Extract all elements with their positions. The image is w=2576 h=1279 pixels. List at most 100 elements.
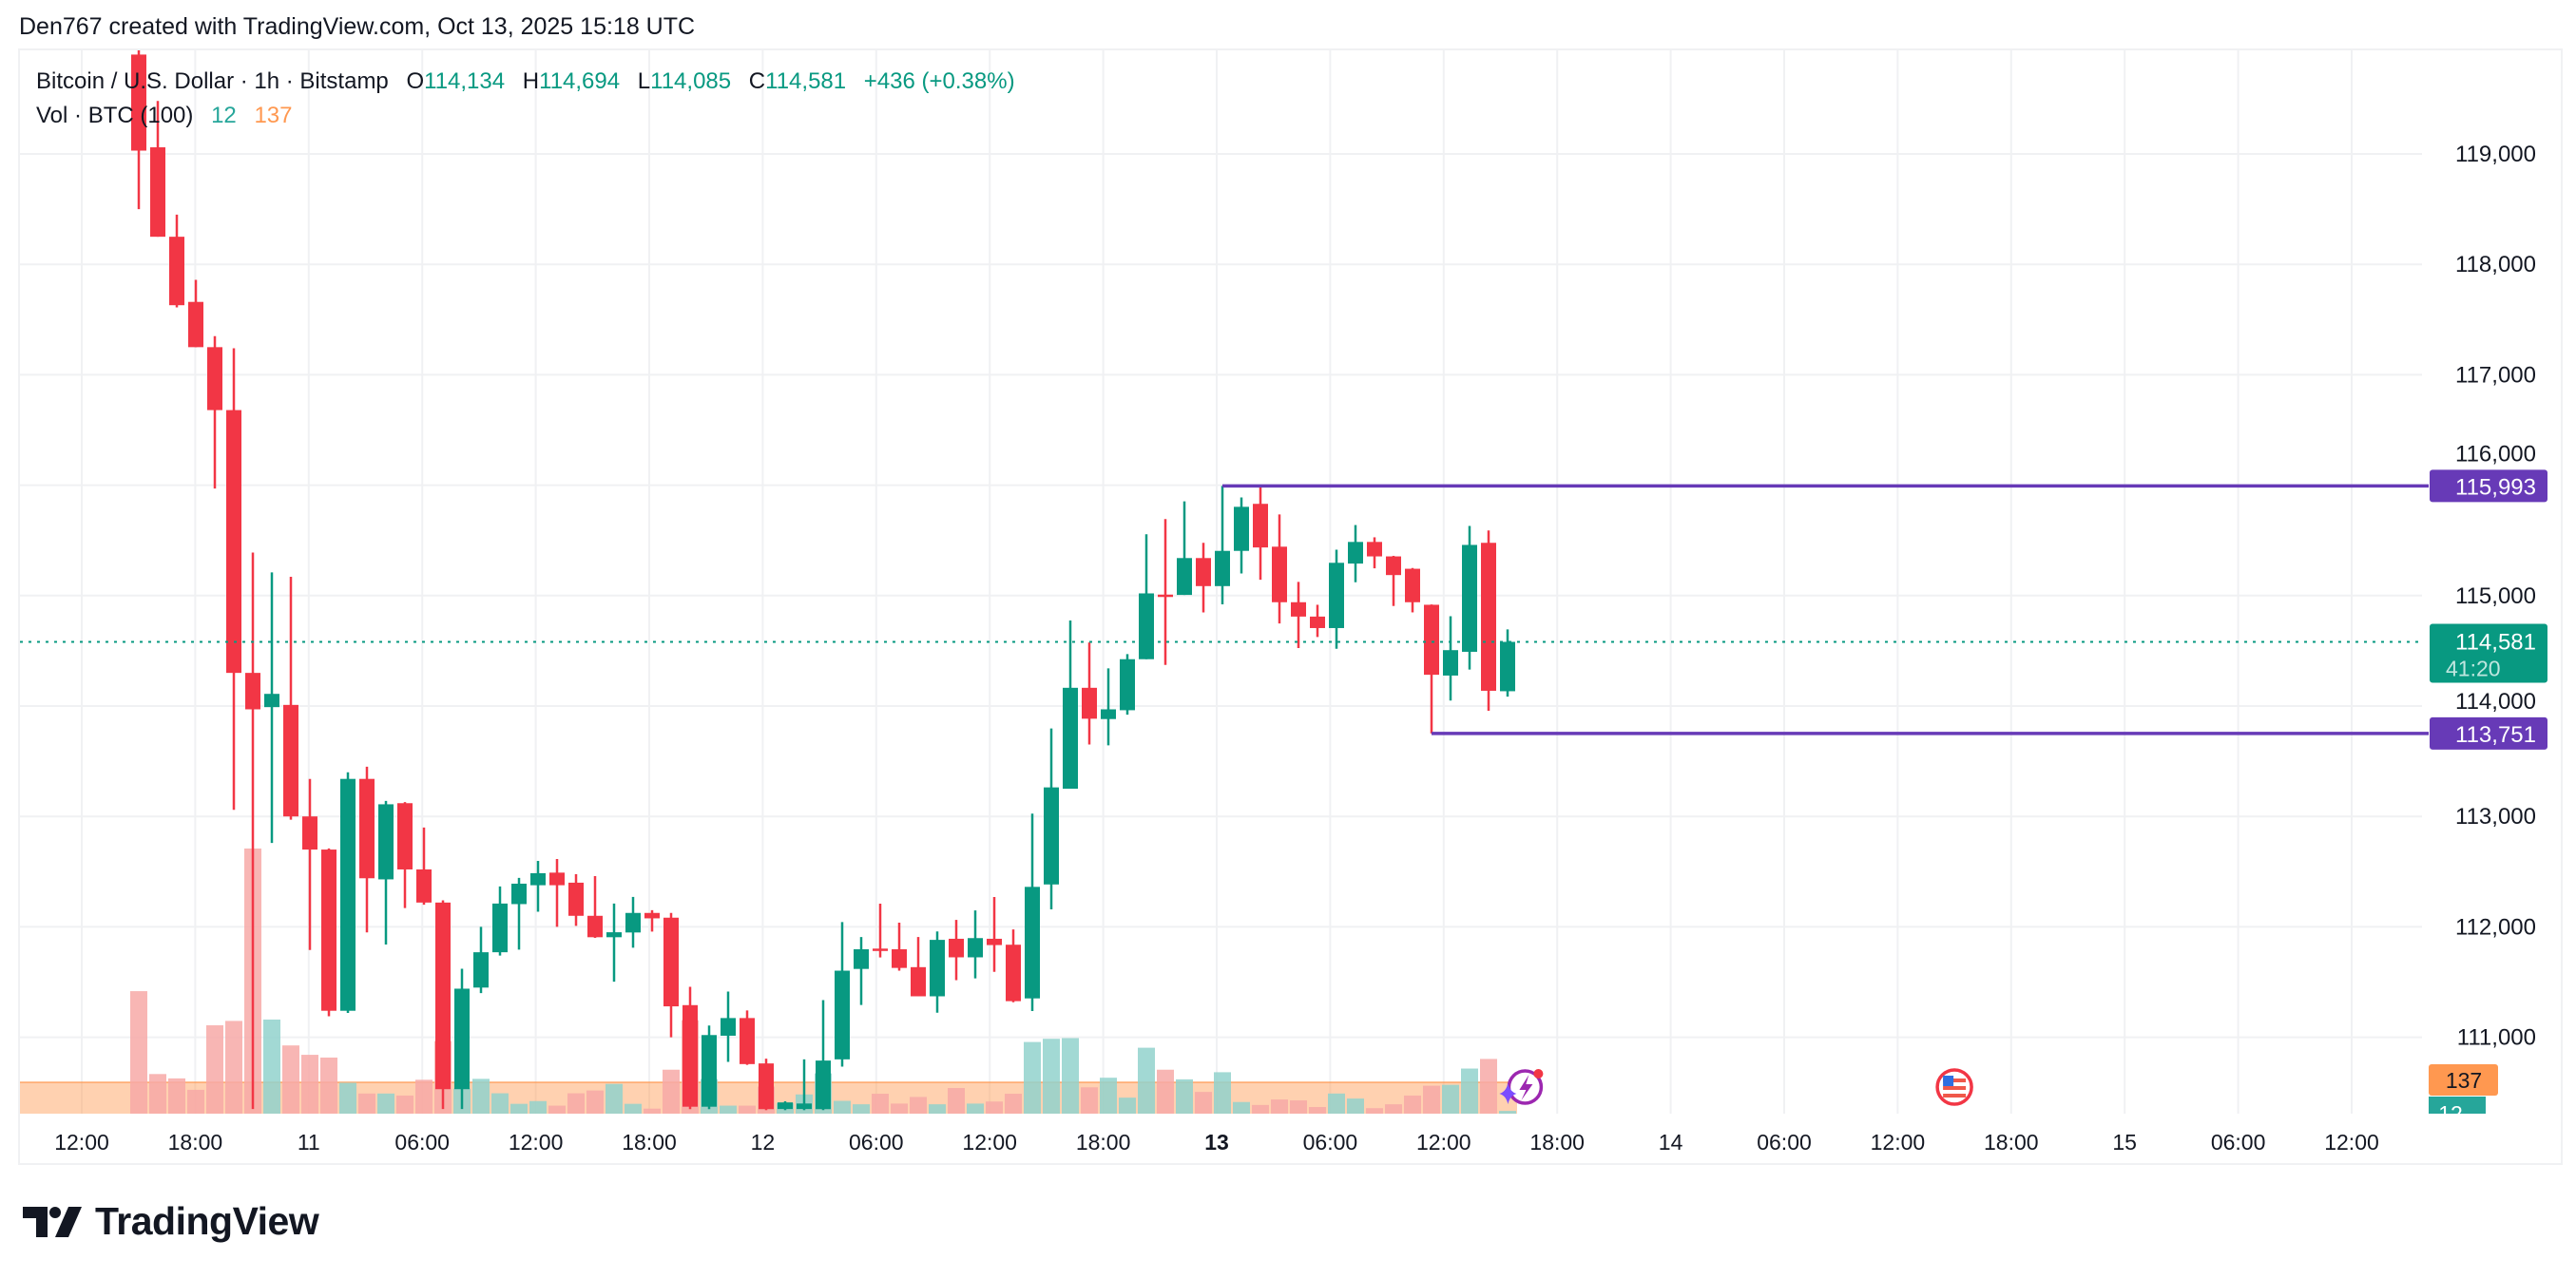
candle[interactable]	[359, 766, 375, 933]
candle[interactable]	[549, 859, 565, 927]
candle[interactable]	[1291, 582, 1306, 648]
candle[interactable]	[226, 348, 241, 811]
candle[interactable]	[1462, 525, 1477, 670]
candle[interactable]	[1234, 497, 1249, 574]
candle[interactable]	[740, 1010, 755, 1065]
volume-last-badge-group: 12	[2429, 1097, 2486, 1126]
price-axis[interactable]: 111,000 112,000 113,000 114,000 115,000 116,0…	[2429, 142, 2547, 1126]
candle[interactable]	[797, 1059, 812, 1111]
candle[interactable]	[568, 873, 584, 926]
candle[interactable]	[835, 922, 850, 1067]
candle[interactable]	[473, 926, 489, 994]
candle[interactable]	[587, 875, 603, 939]
candle[interactable]	[1386, 555, 1401, 606]
candle[interactable]	[1253, 486, 1268, 581]
candle[interactable]	[397, 802, 413, 908]
candle[interactable]	[530, 861, 546, 912]
candle[interactable]	[245, 552, 260, 1110]
candle[interactable]	[930, 931, 945, 1013]
us-flag-event-icon[interactable]	[1935, 1068, 1973, 1106]
candle[interactable]	[1006, 929, 1021, 1002]
volume-bar	[1119, 1098, 1136, 1114]
candle[interactable]	[1082, 642, 1097, 745]
candle[interactable]	[721, 991, 736, 1062]
candle[interactable]	[854, 937, 869, 1005]
candle[interactable]	[1329, 549, 1344, 649]
candle[interactable]	[778, 1100, 793, 1111]
candle[interactable]	[492, 886, 508, 956]
symbol-label[interactable]: Bitcoin / U.S. Dollar · 1h · Bitstamp	[36, 68, 389, 94]
candle[interactable]	[378, 800, 394, 945]
candle[interactable]	[1196, 543, 1211, 613]
lightning-event-icon[interactable]	[1499, 1069, 1544, 1105]
candle[interactable]	[302, 778, 317, 950]
volume-bar	[739, 1105, 756, 1114]
candle[interactable]	[131, 32, 146, 210]
time-tick-label: 12:00	[1416, 1130, 1471, 1155]
volume-bar	[1043, 1039, 1060, 1114]
candle[interactable]	[892, 922, 907, 971]
candle[interactable]	[1424, 604, 1439, 734]
volume-bar	[1347, 1098, 1364, 1114]
candle[interactable]	[625, 896, 641, 948]
time-tick-label: 18:00	[1076, 1130, 1131, 1155]
candle[interactable]	[1025, 813, 1040, 1011]
candle[interactable]	[1158, 519, 1173, 665]
candle[interactable]	[1367, 537, 1382, 569]
candle[interactable]	[1272, 514, 1287, 624]
candle[interactable]	[150, 101, 165, 238]
candle[interactable]	[1177, 501, 1192, 596]
candle[interactable]	[968, 910, 983, 979]
last-price-badge	[2430, 623, 2547, 683]
candle[interactable]	[606, 903, 622, 983]
candle[interactable]	[1139, 534, 1154, 659]
candle[interactable]	[1481, 530, 1496, 711]
candle[interactable]	[987, 897, 1002, 972]
time-tick-label: 12	[751, 1130, 776, 1155]
candle[interactable]	[321, 848, 336, 1017]
high-value: 114,694	[539, 68, 621, 94]
candle-body	[930, 940, 945, 997]
candle[interactable]	[816, 1000, 831, 1111]
candle[interactable]	[1044, 728, 1059, 910]
candle-body	[435, 902, 451, 1090]
candle-body	[740, 1018, 755, 1064]
candle[interactable]	[416, 827, 432, 906]
candle[interactable]	[511, 877, 527, 950]
candle[interactable]	[759, 1059, 774, 1111]
candle-body	[1329, 563, 1344, 628]
candle[interactable]	[911, 937, 926, 997]
candle[interactable]	[1310, 604, 1325, 638]
candle[interactable]	[169, 214, 184, 308]
volume-last-axis-label: 12	[2438, 1101, 2463, 1126]
time-tick-label: 11	[298, 1130, 320, 1155]
volume-bar	[491, 1093, 509, 1114]
candle[interactable]	[1101, 668, 1116, 746]
time-axis[interactable]: 12:00 18:00 11 06:00 12:00 18:00 12 06:00 12:00 1…	[54, 1130, 2379, 1155]
candle[interactable]	[1215, 486, 1230, 604]
candle[interactable]	[1443, 616, 1458, 701]
candle[interactable]	[1348, 525, 1363, 582]
candle[interactable]	[283, 577, 298, 820]
candle[interactable]	[264, 572, 279, 844]
tradingview-logo[interactable]: TradingView	[23, 1199, 319, 1244]
candle[interactable]	[1063, 620, 1078, 790]
candle[interactable]	[702, 1025, 717, 1110]
volume-label[interactable]: Vol · BTC (100)	[36, 103, 194, 128]
candle[interactable]	[949, 920, 964, 981]
candle[interactable]	[1120, 654, 1135, 716]
candle[interactable]	[454, 968, 470, 1110]
candle[interactable]	[644, 909, 660, 932]
candle[interactable]	[663, 912, 679, 1038]
candle-body	[1481, 543, 1496, 691]
candle[interactable]	[682, 986, 698, 1110]
candle[interactable]	[1500, 629, 1515, 697]
candle[interactable]	[188, 279, 203, 348]
volume-bar	[929, 1104, 946, 1114]
candle[interactable]	[435, 900, 451, 1110]
candle[interactable]	[340, 772, 356, 1014]
candle[interactable]	[873, 903, 888, 958]
candle[interactable]	[207, 335, 222, 489]
candle[interactable]	[1405, 567, 1420, 613]
